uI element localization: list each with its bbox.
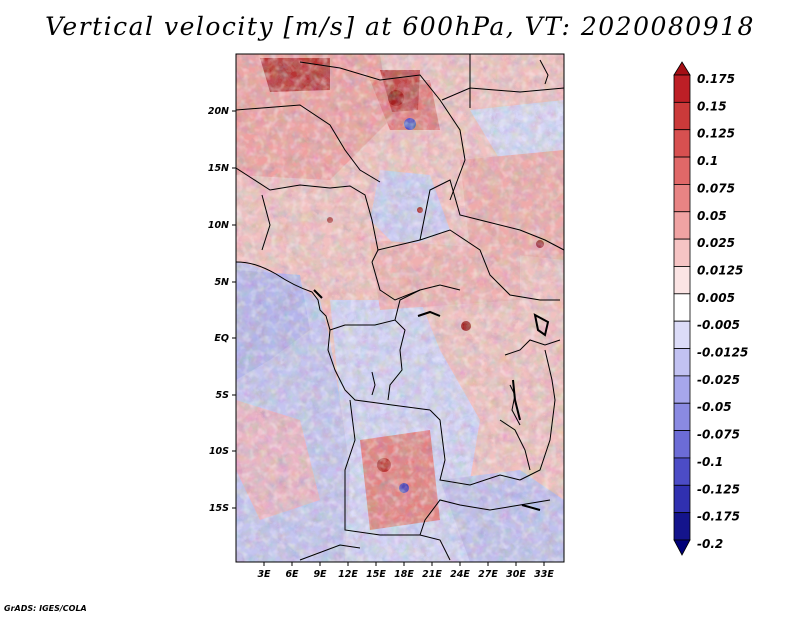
lat-label-5n: 5N (214, 277, 229, 288)
colorbar-segment (673, 266, 691, 295)
colorbar-segment (673, 211, 691, 240)
colorbar-label: 0.075 (697, 181, 735, 195)
lon-label-33e: 33E (534, 569, 554, 580)
map-frame (235, 53, 565, 563)
colorbar-segment (673, 156, 691, 185)
colorbar-segment (673, 129, 691, 158)
colorbar-segment (673, 320, 691, 349)
colorbar-label: 0.025 (697, 236, 735, 250)
lat-label-15s: 15S (209, 503, 229, 514)
colorbar-label: 0.15 (697, 99, 727, 113)
grads-credit: GrADS: IGES/COLA (4, 604, 87, 613)
longitude-axis: 3E 6E 9E 12E 15E 18E 21E 24E 27E 30E 33E (257, 562, 554, 580)
colorbar-label: -0.125 (697, 482, 740, 496)
colorbar: 0.175 0.15 0.125 0.1 0.075 0.05 0.025 0.0125 0.0… (673, 61, 748, 556)
colorbar-segment (673, 484, 691, 514)
colorbar-label: 0.125 (697, 127, 735, 141)
lon-label-15e: 15E (366, 569, 386, 580)
lon-label-24e: 24E (450, 569, 470, 580)
lon-label-30e: 30E (506, 569, 526, 580)
lon-label-3e: 3E (257, 569, 271, 580)
lon-label-21e: 21E (422, 569, 442, 580)
lon-label-6e: 6E (285, 569, 299, 580)
colorbar-label: -0.175 (697, 510, 740, 524)
lat-label-20n: 20N (208, 106, 229, 117)
colorbar-segment (673, 74, 691, 103)
colorbar-segment (673, 402, 691, 431)
colorbar-label: 0.0125 (697, 263, 743, 277)
colorbar-label: -0.2 (697, 537, 723, 551)
colorbar-bottom-triangle (673, 539, 691, 556)
colorbar-segment (673, 457, 691, 486)
colorbar-labels: 0.175 0.15 0.125 0.1 0.075 0.05 0.025 0.0125 0.0… (697, 72, 748, 551)
colorbar-segment (673, 101, 691, 131)
colorbar-segment (673, 348, 691, 377)
colorbar-label: 0.1 (697, 154, 718, 168)
lat-label-10s: 10S (209, 446, 229, 457)
colorbar-segments (673, 74, 691, 541)
colorbar-segment (673, 375, 691, 404)
colorbar-segment (673, 293, 691, 322)
colorbar-segment (673, 430, 691, 459)
lakes (313, 289, 550, 511)
colorbar-label: -0.025 (697, 373, 740, 387)
lon-label-12e: 12E (338, 569, 358, 580)
colorbar-label: -0.0125 (697, 346, 748, 360)
country-boundaries (236, 54, 564, 561)
lon-label-9e: 9E (313, 569, 327, 580)
colorbar-label: -0.05 (697, 400, 732, 414)
colorbar-label: -0.005 (697, 318, 740, 332)
lat-label-eq: EQ (214, 333, 229, 344)
colorbar-label: 0.005 (697, 291, 735, 305)
lat-label-5s: 5S (216, 390, 230, 401)
lon-label-18e: 18E (394, 569, 414, 580)
velocity-field (236, 54, 564, 562)
colorbar-segment (673, 512, 691, 541)
lat-label-15n: 15N (208, 163, 229, 174)
colorbar-segment (673, 238, 691, 267)
lon-label-27e: 27E (478, 569, 498, 580)
map-title: Vertical velocity [m/s] at 600hPa, VT: 2… (45, 12, 755, 41)
colorbar-label: 0.175 (697, 72, 735, 86)
latitude-axis: 20N 15N 10N 5N EQ 5S 10S 15S (208, 106, 236, 514)
lat-label-10n: 10N (208, 220, 229, 231)
colorbar-label: -0.1 (697, 455, 723, 469)
colorbar-label: -0.075 (697, 428, 740, 442)
colorbar-label: 0.05 (697, 209, 727, 223)
colorbar-top-triangle (673, 61, 691, 76)
colorbar-segment (673, 184, 691, 213)
